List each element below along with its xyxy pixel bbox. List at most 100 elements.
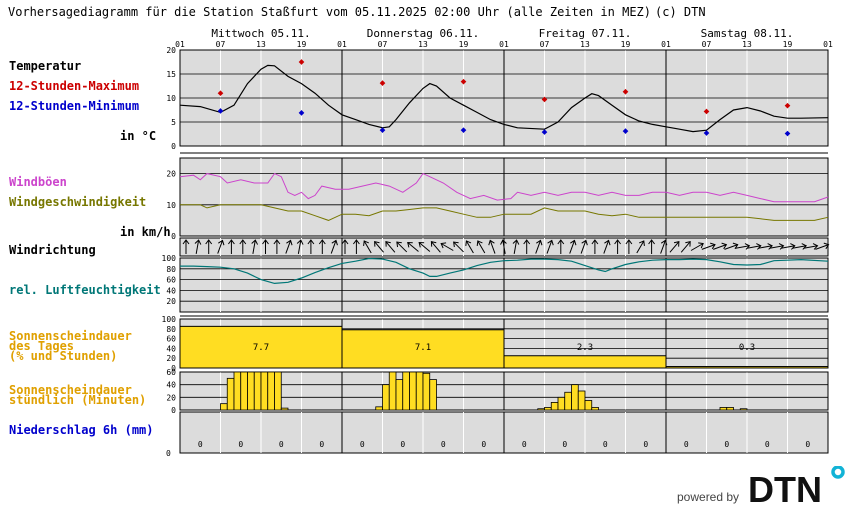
precipitation-value: 0 [805, 440, 810, 449]
wind-arrow [803, 243, 819, 250]
wind-arrow [227, 239, 235, 254]
wind-arrow [669, 240, 680, 253]
y-tick-label: 80 [166, 265, 176, 274]
wind-arrow [318, 239, 326, 254]
precipitation-value: 0 [643, 440, 648, 449]
wind-arrow [701, 242, 716, 250]
sunshine-hourly-bar [571, 384, 579, 411]
temperature-line [179, 64, 829, 133]
y-tick-label: 10 [166, 201, 176, 210]
wind-arrow [580, 239, 588, 254]
sunshine-hourly-bar [260, 371, 269, 411]
y-tick-label: 0 [171, 232, 176, 241]
sunshine-hourly-bar [584, 400, 593, 411]
precipitation-value: 0 [319, 440, 324, 449]
min-point [298, 110, 305, 116]
wind-arrow [713, 242, 728, 250]
wind-arrow [660, 239, 668, 254]
sunshine-hourly-bar [240, 371, 248, 411]
max-point [784, 102, 791, 109]
hour-tick-label: 13 [256, 40, 266, 49]
sunshine-hourly-bar [253, 371, 262, 411]
wind-arrow [569, 239, 577, 254]
y-tick-label: 20 [166, 46, 176, 55]
sunshine-hourly-bar [557, 396, 566, 411]
copyright: (c) DTN [655, 5, 706, 19]
sunshine-hourly-bar [388, 371, 397, 411]
wind-arrow [500, 239, 507, 254]
label-sonne-tag: des Tages [9, 339, 74, 353]
sunshine-daily-hours: 0.3 [739, 343, 755, 353]
y-tick-label: 10 [166, 94, 176, 103]
y-tick-label: 40 [166, 381, 176, 390]
wind-arrow [636, 240, 645, 254]
sunshine-hourly-bar [382, 384, 390, 411]
dtn-logo: DTN [748, 465, 848, 510]
wind-arrow [430, 240, 441, 253]
label-windrichtung: Windrichtung [9, 243, 96, 257]
sunshine-hourly-bar [226, 377, 235, 411]
wind-arrow [182, 239, 190, 254]
wind-arrow [557, 239, 565, 254]
max-point [379, 80, 386, 86]
sunshine-hourly-bar [726, 407, 734, 411]
wind-arrow [614, 239, 621, 254]
wind-arrow [815, 242, 830, 250]
sunshine-daily-bar [503, 355, 667, 369]
hour-tick-label: 01 [661, 40, 671, 49]
precipitation-value: 0 [724, 440, 729, 449]
sunshine-hourly-bar [564, 391, 572, 411]
sunshine-daily-bar [665, 366, 829, 369]
hour-tick-label: 01 [823, 40, 833, 49]
precipitation-value: 0 [481, 440, 486, 449]
day-label: Mittwoch 05.11. [211, 27, 310, 40]
label-sonne-tag: (% und Stunden) [9, 349, 117, 363]
sunshine-hourly-bar [422, 372, 431, 411]
hour-tick-label: 19 [459, 40, 469, 49]
wind-arrow [418, 241, 431, 252]
max-point [460, 78, 467, 85]
wind-arrow [440, 242, 454, 251]
y-tick-label: 60 [166, 335, 176, 344]
sunshine-hourly-bar [544, 407, 552, 411]
min-point [784, 130, 791, 137]
y-tick-label: 60 [166, 368, 176, 377]
y-tick-label: 100 [162, 254, 177, 263]
max-point [622, 88, 629, 95]
precipitation-value: 0 [360, 440, 365, 449]
gust-line [179, 172, 829, 203]
wind-arrow [385, 240, 396, 253]
wind-arrow [488, 239, 496, 254]
sunshine-daily-hours: 7.1 [415, 343, 431, 353]
y-tick-label: 60 [166, 276, 176, 285]
sunshine-hourly-bar [267, 371, 275, 411]
label-niederschlag: Niederschlag 6h (mm) [9, 423, 154, 437]
wind-arrow [453, 241, 464, 253]
wind-arrow [680, 240, 691, 253]
y-tick-label: 100 [162, 315, 177, 324]
label-windboeen: Windböen [9, 175, 67, 189]
sunshine-hourly-bar [409, 371, 417, 411]
wind-arrow [476, 240, 486, 254]
sunshine-hourly-bar [739, 408, 748, 411]
wind-arrow [512, 239, 520, 254]
wind-arrow [546, 239, 554, 254]
y-tick-label: 15 [166, 70, 176, 79]
wind-arrow [296, 239, 304, 254]
sunshine-hourly-bar [537, 408, 545, 411]
min-point [217, 108, 224, 114]
hour-tick-label: 13 [418, 40, 428, 49]
sunshine-hourly-bar [429, 379, 437, 411]
y-tick-label: 80 [166, 325, 176, 334]
precipitation-value: 0 [765, 440, 770, 449]
min-point [460, 127, 467, 133]
wind-arrow [396, 241, 408, 253]
min-point [703, 130, 710, 136]
sunshine-daily-bar [341, 329, 505, 369]
page-title: Vorhersagediagramm für die Station Staßf… [8, 5, 651, 19]
hour-tick-label: 19 [621, 40, 631, 49]
wind-arrow [341, 239, 349, 254]
hour-tick-label: 19 [297, 40, 307, 49]
sunshine-hourly-bar [415, 371, 424, 411]
